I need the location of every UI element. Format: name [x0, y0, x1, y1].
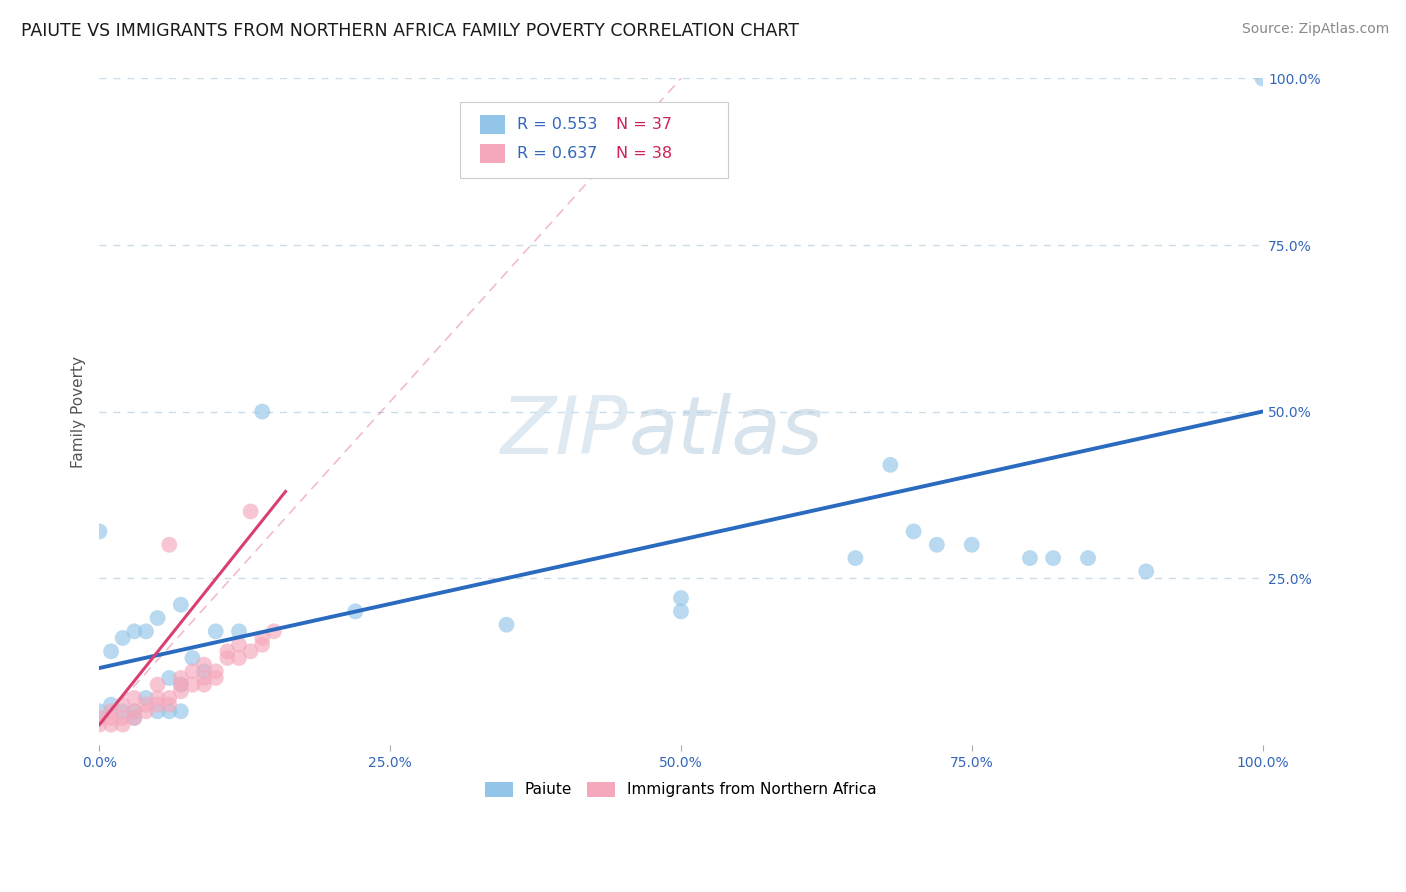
Point — [193, 671, 215, 685]
Point — [100, 717, 122, 731]
Text: atlas: atlas — [628, 392, 824, 470]
Point — [111, 711, 134, 725]
Point — [89, 524, 111, 539]
Point — [903, 524, 925, 539]
FancyBboxPatch shape — [460, 102, 727, 178]
Point — [204, 671, 226, 685]
Point — [124, 704, 146, 718]
Point — [157, 698, 180, 712]
Point — [204, 665, 226, 679]
Point — [204, 624, 226, 639]
Point — [263, 624, 285, 639]
Point — [100, 704, 122, 718]
Point — [135, 690, 157, 705]
Point — [1077, 551, 1099, 566]
Point — [124, 690, 146, 705]
Text: Source: ZipAtlas.com: Source: ZipAtlas.com — [1241, 22, 1389, 37]
Point — [124, 711, 146, 725]
FancyBboxPatch shape — [479, 115, 505, 134]
FancyBboxPatch shape — [479, 145, 505, 163]
Point — [124, 704, 146, 718]
Point — [669, 604, 692, 618]
Point — [157, 690, 180, 705]
Point — [1135, 565, 1157, 579]
Point — [124, 711, 146, 725]
Point — [135, 698, 157, 712]
Point — [100, 644, 122, 658]
Point — [170, 678, 193, 692]
Point — [100, 711, 122, 725]
Point — [111, 704, 134, 718]
Point — [193, 665, 215, 679]
Point — [146, 678, 169, 692]
Point — [1019, 551, 1042, 566]
Point — [111, 631, 134, 645]
Point — [170, 704, 193, 718]
Point — [193, 678, 215, 692]
Point — [89, 704, 111, 718]
Y-axis label: Family Poverty: Family Poverty — [72, 356, 86, 467]
Point — [170, 684, 193, 698]
Point — [228, 624, 250, 639]
Text: N = 37: N = 37 — [616, 117, 672, 132]
Point — [111, 698, 134, 712]
Point — [252, 638, 274, 652]
Point — [344, 604, 367, 618]
Point — [146, 611, 169, 625]
Point — [252, 404, 274, 418]
Point — [170, 671, 193, 685]
Text: R = 0.637: R = 0.637 — [517, 146, 598, 161]
Point — [170, 678, 193, 692]
Point — [193, 657, 215, 672]
Point — [124, 624, 146, 639]
Point — [239, 504, 262, 518]
Point — [181, 678, 204, 692]
Point — [89, 717, 111, 731]
Point — [135, 624, 157, 639]
Point — [146, 704, 169, 718]
Text: N = 38: N = 38 — [616, 146, 672, 161]
Point — [228, 651, 250, 665]
Point — [1251, 71, 1274, 86]
Point — [157, 704, 180, 718]
Point — [1042, 551, 1064, 566]
Point — [89, 711, 111, 725]
Point — [217, 651, 239, 665]
Point — [669, 591, 692, 605]
Point — [925, 538, 948, 552]
Point — [217, 644, 239, 658]
Point — [844, 551, 866, 566]
Point — [960, 538, 983, 552]
Point — [157, 538, 180, 552]
Text: PAIUTE VS IMMIGRANTS FROM NORTHERN AFRICA FAMILY POVERTY CORRELATION CHART: PAIUTE VS IMMIGRANTS FROM NORTHERN AFRIC… — [21, 22, 799, 40]
Point — [181, 651, 204, 665]
Point — [252, 631, 274, 645]
Point — [135, 704, 157, 718]
Point — [181, 665, 204, 679]
Point — [879, 458, 901, 472]
Point — [100, 698, 122, 712]
Text: ZIP: ZIP — [502, 392, 628, 470]
Point — [170, 598, 193, 612]
Legend: Paiute, Immigrants from Northern Africa: Paiute, Immigrants from Northern Africa — [479, 776, 883, 804]
Text: R = 0.553: R = 0.553 — [517, 117, 598, 132]
Point — [228, 638, 250, 652]
Point — [495, 617, 517, 632]
Point — [111, 717, 134, 731]
Point — [146, 698, 169, 712]
Point — [146, 690, 169, 705]
Point — [239, 644, 262, 658]
Point — [157, 671, 180, 685]
